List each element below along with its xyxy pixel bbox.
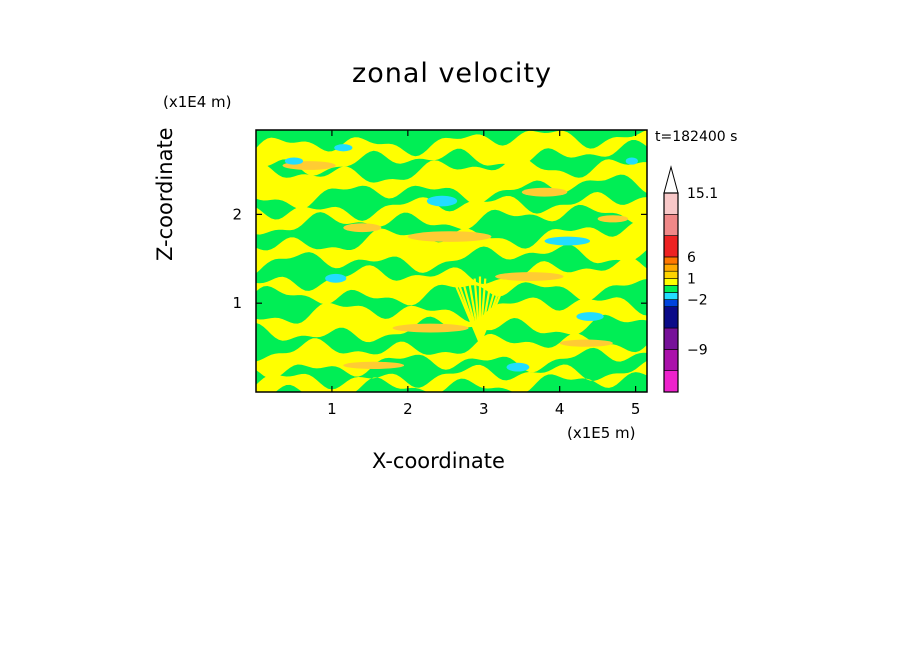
x-tick-label: 3 (479, 400, 489, 418)
x-tick-label: 4 (555, 400, 565, 418)
z-axis-unit: (x1E4 m) (163, 93, 232, 111)
colorbar-bin (663, 370, 679, 393)
plume-feature (452, 276, 508, 344)
cyan-region (426, 195, 458, 207)
cyan-region (284, 157, 304, 165)
orange-region (559, 339, 613, 347)
colorbar-bin (663, 277, 679, 286)
orange-region (521, 187, 568, 197)
colorbar-bin (663, 263, 679, 272)
colorbar-bin (663, 256, 679, 265)
colorbar-bin (663, 299, 679, 308)
x-tick-label: 5 (631, 400, 641, 418)
colorbar-label: −9 (687, 342, 708, 358)
colorbar-bin (663, 235, 679, 258)
orange-region (495, 272, 564, 281)
cyan-region (625, 157, 638, 165)
orange-region (597, 215, 629, 223)
colorbar-frame (663, 192, 679, 393)
chart-title: zonal velocity (352, 58, 552, 89)
orange-region (343, 223, 382, 233)
x-tick-label: 2 (403, 400, 413, 418)
yellow-band (256, 297, 647, 343)
colorbar-label: 15.1 (687, 186, 718, 202)
cyan-region (506, 362, 530, 372)
x-tick-label: 1 (327, 400, 337, 418)
plot-frame (255, 129, 648, 393)
colorbar-bin (663, 306, 679, 329)
colorbar-bin (663, 270, 679, 279)
z-tick-label: 2 (232, 205, 242, 223)
orange-region (392, 323, 469, 333)
plume-stroke (478, 279, 508, 344)
cyan-region (334, 144, 353, 152)
z-tick-label: 1 (232, 294, 242, 312)
orange-region (343, 361, 405, 369)
colorbar-bin (663, 285, 679, 293)
cyan-region (544, 236, 591, 246)
cyan-region (576, 312, 604, 321)
yellow-band (256, 257, 647, 306)
time-label: t=182400 s (655, 129, 738, 145)
cyan-region (325, 273, 347, 283)
orange-region (407, 231, 492, 242)
yellow-band (256, 192, 647, 235)
x-axis-label: X-coordinate (372, 449, 505, 473)
colorbar-label: 1 (687, 271, 696, 287)
yellow-band (256, 130, 647, 176)
colorbar-label: 6 (687, 250, 696, 266)
yellow-band (256, 156, 647, 210)
colorbar: 15.1 6 1 −2 −9 (663, 165, 718, 393)
colorbar-bin (663, 292, 679, 300)
colorbar-bin (663, 349, 679, 371)
colorbar-bin (663, 327, 679, 350)
yellow-band (256, 360, 647, 392)
colorbar-extend-arrow (663, 165, 679, 194)
x-axis-unit: (x1E5 m) (567, 424, 636, 442)
contour-field (256, 130, 647, 392)
yellow-band (256, 220, 647, 274)
colorbar-bin (663, 214, 679, 236)
colorbar-label: −2 (687, 293, 708, 309)
axes: 1 2 3 4 5 1 2 (232, 130, 647, 418)
colorbar-bin (663, 192, 679, 215)
